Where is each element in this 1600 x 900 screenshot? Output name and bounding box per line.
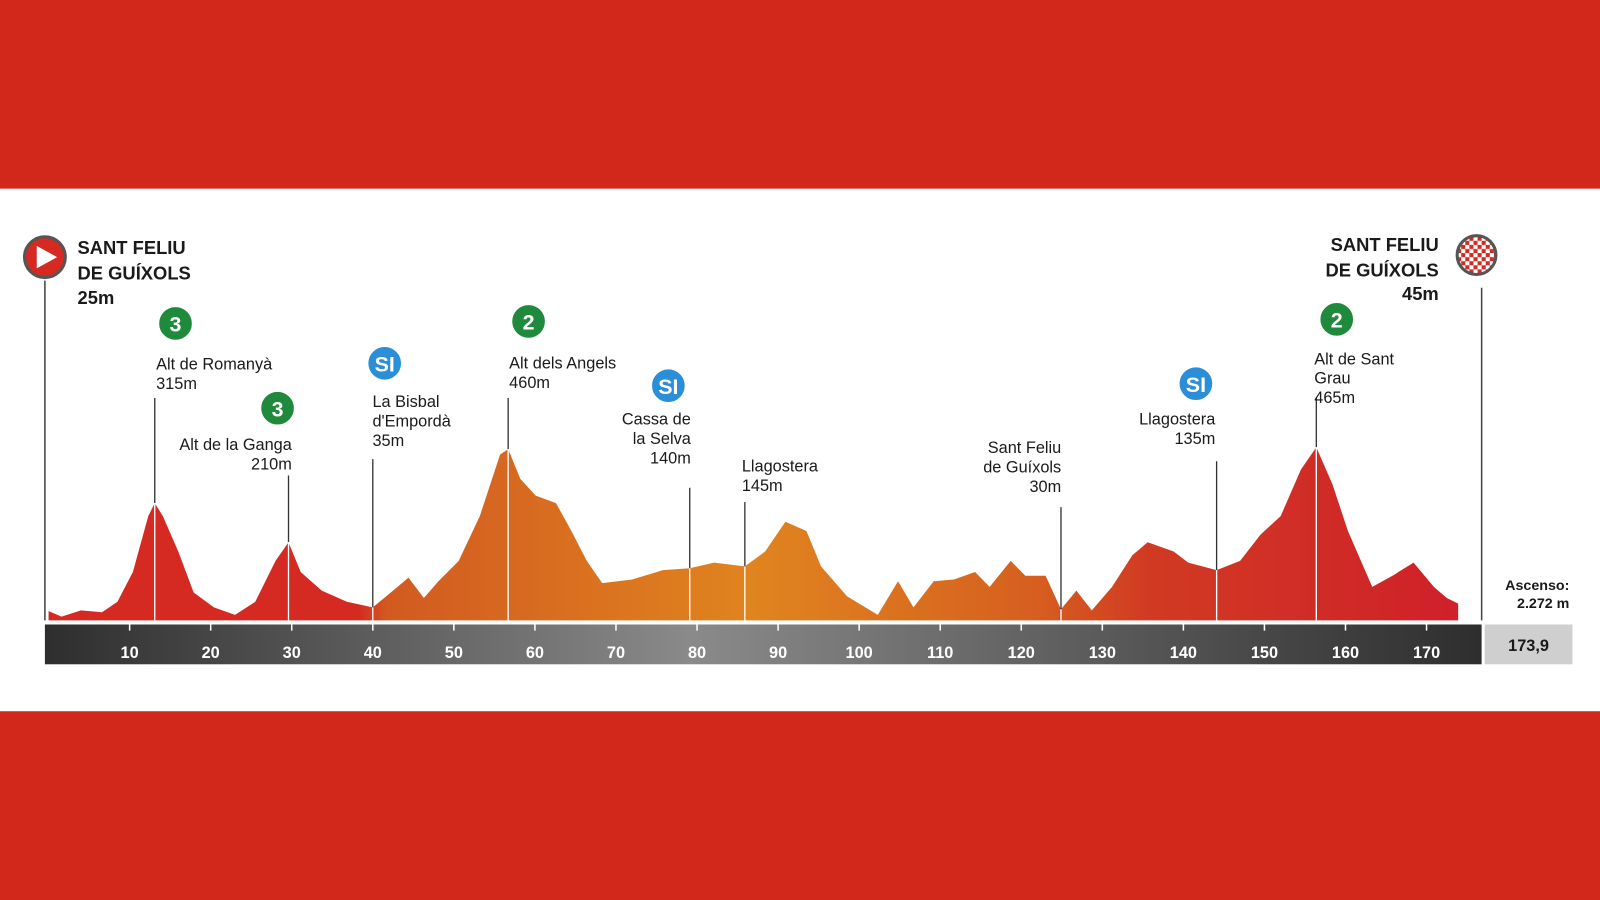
point-name: Grau [1314, 370, 1350, 388]
point-name: Alt de Romanyà [156, 355, 273, 373]
finish-name: DE GUÍXOLS [1326, 260, 1439, 281]
badge [1318, 301, 1356, 338]
point-elevation: 465m [1314, 389, 1355, 407]
badge-label: 3 [272, 397, 284, 421]
badge [366, 344, 404, 382]
point-name: Cassa de [622, 410, 691, 428]
x-tick-label: 30 [283, 644, 301, 662]
point-name: Sant Feliu [988, 439, 1061, 457]
ascent-label: Ascenso: [1505, 578, 1569, 594]
start-arrow [36, 245, 58, 269]
start-name: DE GUÍXOLS [78, 263, 191, 284]
point-name: Alt dels Angels [509, 354, 616, 372]
x-tick-label: 90 [769, 644, 787, 662]
bottom-band [0, 711, 1600, 900]
distance: 173,9 [1508, 637, 1549, 655]
top-band [0, 0, 1600, 189]
point-name: Alt de la Ganga [179, 436, 292, 454]
badge-label: SI [375, 352, 395, 376]
x-tick-label: 110 [927, 644, 953, 662]
point-elevation: 135m [1174, 430, 1215, 448]
badge [259, 389, 296, 427]
ascent-value: 2.272 m [1517, 596, 1569, 612]
finish-elevation: 45m [1402, 283, 1439, 304]
x-tick-label: 10 [121, 644, 139, 662]
badge [1177, 365, 1215, 403]
distance-box [1484, 624, 1573, 665]
point-name: Llagostera [742, 457, 819, 475]
point-elevation: 35m [372, 432, 404, 450]
point-elevation: 140m [650, 449, 691, 467]
badge-label: 2 [523, 311, 535, 335]
x-tick-label: 130 [1089, 644, 1116, 662]
point-name: Alt de Sant [1314, 350, 1394, 368]
elevation-profile [48, 447, 1459, 621]
white-panel [0, 188, 1600, 712]
point-elevation: 30m [1029, 478, 1061, 496]
badge-label: 3 [170, 313, 182, 337]
start-name: SANT FELIU [78, 237, 186, 258]
point-name: d'Empordà [372, 413, 451, 431]
badge [157, 305, 194, 342]
x-tick-label: 160 [1332, 644, 1359, 662]
x-tick-label: 120 [1008, 644, 1035, 662]
start-elevation: 25m [78, 287, 115, 308]
x-tick-label: 100 [846, 644, 873, 662]
point-elevation: 145m [742, 477, 783, 495]
point-name: La Bisbal [372, 393, 439, 411]
point-elevation: 210m [251, 455, 292, 473]
x-tick-label: 170 [1413, 644, 1440, 662]
badge [650, 367, 687, 405]
badge-label: 2 [1331, 309, 1343, 333]
x-tick-label: 40 [364, 644, 382, 662]
point-elevation: 460m [509, 374, 550, 392]
x-tick-label: 150 [1251, 644, 1278, 662]
badge-label: SI [658, 375, 678, 399]
x-tick-label: 20 [202, 644, 220, 662]
point-name: la Selva [633, 430, 692, 448]
finish-icon [1455, 234, 1498, 277]
km-axis [44, 624, 1482, 665]
point-name: Llagostera [1139, 410, 1216, 428]
badge-label: SI [1186, 373, 1206, 397]
point-name: de Guíxols [983, 458, 1061, 476]
x-tick-label: 70 [607, 644, 625, 662]
x-tick-label: 140 [1170, 644, 1197, 662]
x-tick-label: 80 [688, 644, 706, 662]
badge [510, 303, 547, 340]
finish-name: SANT FELIU [1331, 234, 1439, 255]
x-tick-label: 60 [526, 644, 544, 662]
point-elevation: 315m [156, 375, 197, 393]
x-tick-label: 50 [445, 644, 463, 662]
